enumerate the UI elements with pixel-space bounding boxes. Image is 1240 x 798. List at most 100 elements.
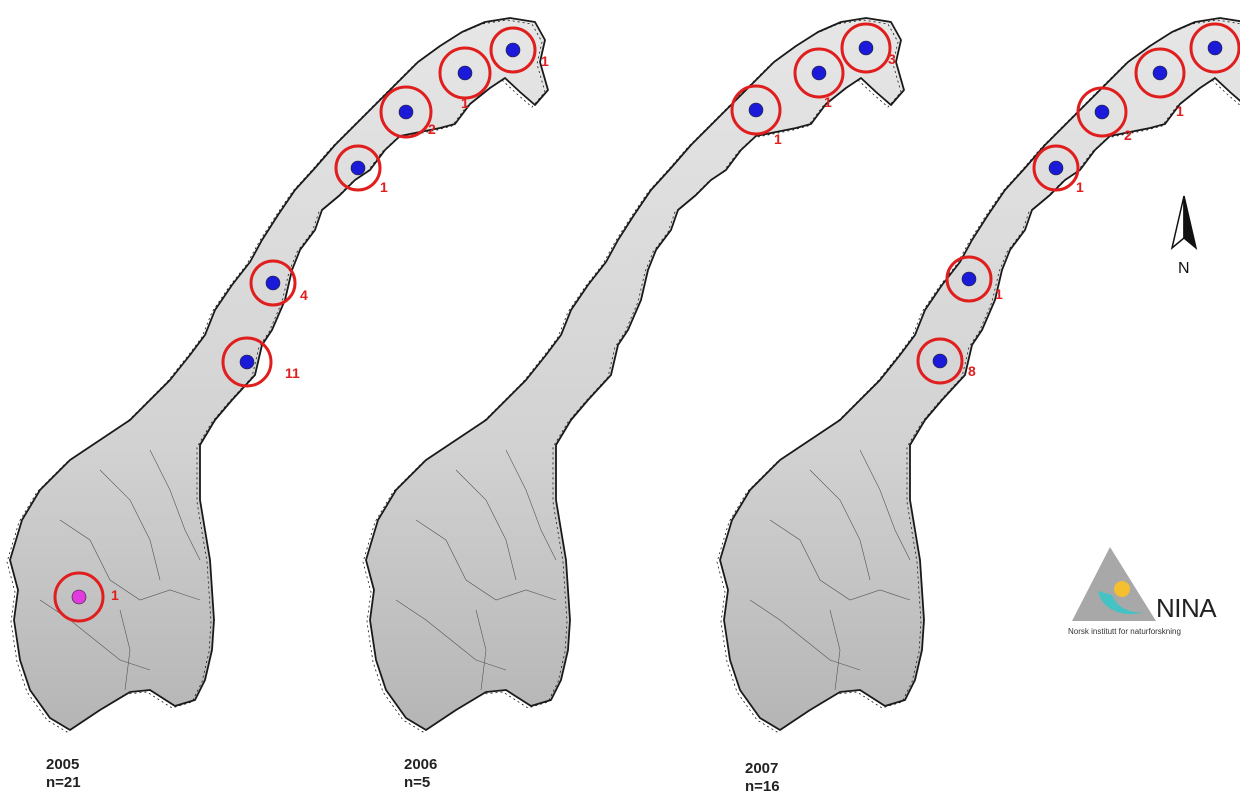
site-dot <box>1094 104 1110 120</box>
sample-size: n=21 <box>46 774 81 791</box>
site-count-label: 4 <box>300 287 308 303</box>
site-count-label: 8 <box>968 363 976 379</box>
site-dot <box>748 102 764 118</box>
site-dot <box>1207 40 1223 56</box>
site-count-label: 1 <box>461 95 469 111</box>
site-dot <box>858 40 874 56</box>
sample-site: 8 <box>916 337 976 385</box>
site-count-label: 2 <box>1124 127 1132 143</box>
coastline-fjords <box>6 19 546 733</box>
site-ring <box>249 259 297 307</box>
nina-logo-icon <box>1072 547 1156 621</box>
sample-site: 4 <box>249 259 308 307</box>
site-ring <box>53 571 105 623</box>
county-border <box>455 469 517 581</box>
site-count-label: 1 <box>1076 179 1084 195</box>
coastline-fjords <box>716 19 1240 733</box>
county-border <box>809 469 871 581</box>
norway-land <box>719 17 1240 731</box>
year-label: 2005 <box>46 756 80 773</box>
site-count-label: 3 <box>888 51 896 67</box>
norway-land <box>365 17 905 731</box>
site-ring <box>1134 47 1186 99</box>
sample-site: 2 <box>379 85 436 139</box>
county-border <box>415 519 557 601</box>
map-panel-2007: 1 2 1 1 8 <box>716 17 1240 733</box>
year-caption-2005: 2005 n=21 <box>46 756 81 792</box>
site-ring <box>793 47 845 99</box>
site-count-label: 2 <box>428 121 436 137</box>
sample-site: 1 <box>1134 47 1186 119</box>
site-ring <box>730 84 782 136</box>
county-border <box>829 609 841 691</box>
site-ring <box>438 46 492 100</box>
north-arrow-icon <box>1170 195 1198 251</box>
sample-size: n=16 <box>745 778 780 795</box>
site-ring <box>1076 86 1128 138</box>
year-caption-2006: 2006 n=5 <box>404 756 437 792</box>
site-dot <box>961 271 977 287</box>
site-dot <box>1048 160 1064 176</box>
site-ring <box>489 26 537 74</box>
coastline-fjords <box>362 19 902 733</box>
site-dot <box>398 104 414 120</box>
site-ring <box>916 337 964 385</box>
site-dot <box>71 589 87 605</box>
sample-site: 1 <box>1032 144 1084 195</box>
county-border <box>769 519 911 601</box>
site-count-label: 1 <box>1176 103 1184 119</box>
site-count-label: 1 <box>774 131 782 147</box>
sample-site: 1 <box>945 255 1003 303</box>
site-ring <box>945 255 993 303</box>
sample-size: n=5 <box>404 774 431 791</box>
sample-site: 1 <box>438 46 492 111</box>
site-ring <box>1032 144 1080 192</box>
site-ring <box>221 336 273 388</box>
map-panel-2006: 3 1 1 <box>362 17 905 733</box>
site-count-label: 11 <box>285 365 300 381</box>
site-dot <box>457 65 473 81</box>
site-dot <box>932 353 948 369</box>
sample-site: 2 <box>1076 86 1132 143</box>
sample-site: 1 <box>730 84 782 147</box>
sample-site: 3 <box>840 22 896 74</box>
site-count-label: 1 <box>111 587 119 603</box>
site-count-label: 1 <box>824 94 832 110</box>
north-label: N <box>1178 260 1190 277</box>
site-count-label: 1 <box>380 179 388 195</box>
site-dot <box>350 160 366 176</box>
year-label: 2006 <box>404 756 438 773</box>
site-dot <box>505 42 521 58</box>
logo-subtitle: Norsk institutt for naturforskning <box>1068 627 1181 636</box>
site-ring <box>840 22 892 74</box>
logo-name: NINA <box>1156 593 1217 623</box>
county-border <box>59 519 201 601</box>
county-border <box>149 449 201 561</box>
site-dot <box>811 65 827 81</box>
county-border <box>99 469 161 581</box>
site-count-label: 1 <box>995 286 1003 302</box>
county-border <box>395 599 507 671</box>
county-border <box>475 609 487 691</box>
county-border <box>119 609 131 691</box>
site-ring <box>334 144 382 192</box>
site-dot <box>265 275 281 291</box>
sample-site: 1 <box>53 571 119 623</box>
sample-site: 11 <box>221 336 300 388</box>
year-label: 2007 <box>745 760 779 777</box>
sample-site: 1 <box>334 144 388 195</box>
year-caption-2007: 2007 n=16 <box>745 760 780 796</box>
site-dot <box>239 354 255 370</box>
norway-land <box>9 17 549 731</box>
site-count-label: 1 <box>541 53 549 69</box>
county-border <box>505 449 557 561</box>
site-ring <box>379 85 433 139</box>
site-dot <box>1152 65 1168 81</box>
sample-site <box>1189 22 1240 74</box>
county-border <box>859 449 911 561</box>
sample-site: 1 <box>489 26 549 74</box>
county-border <box>749 599 861 671</box>
sample-site: 1 <box>793 47 845 110</box>
